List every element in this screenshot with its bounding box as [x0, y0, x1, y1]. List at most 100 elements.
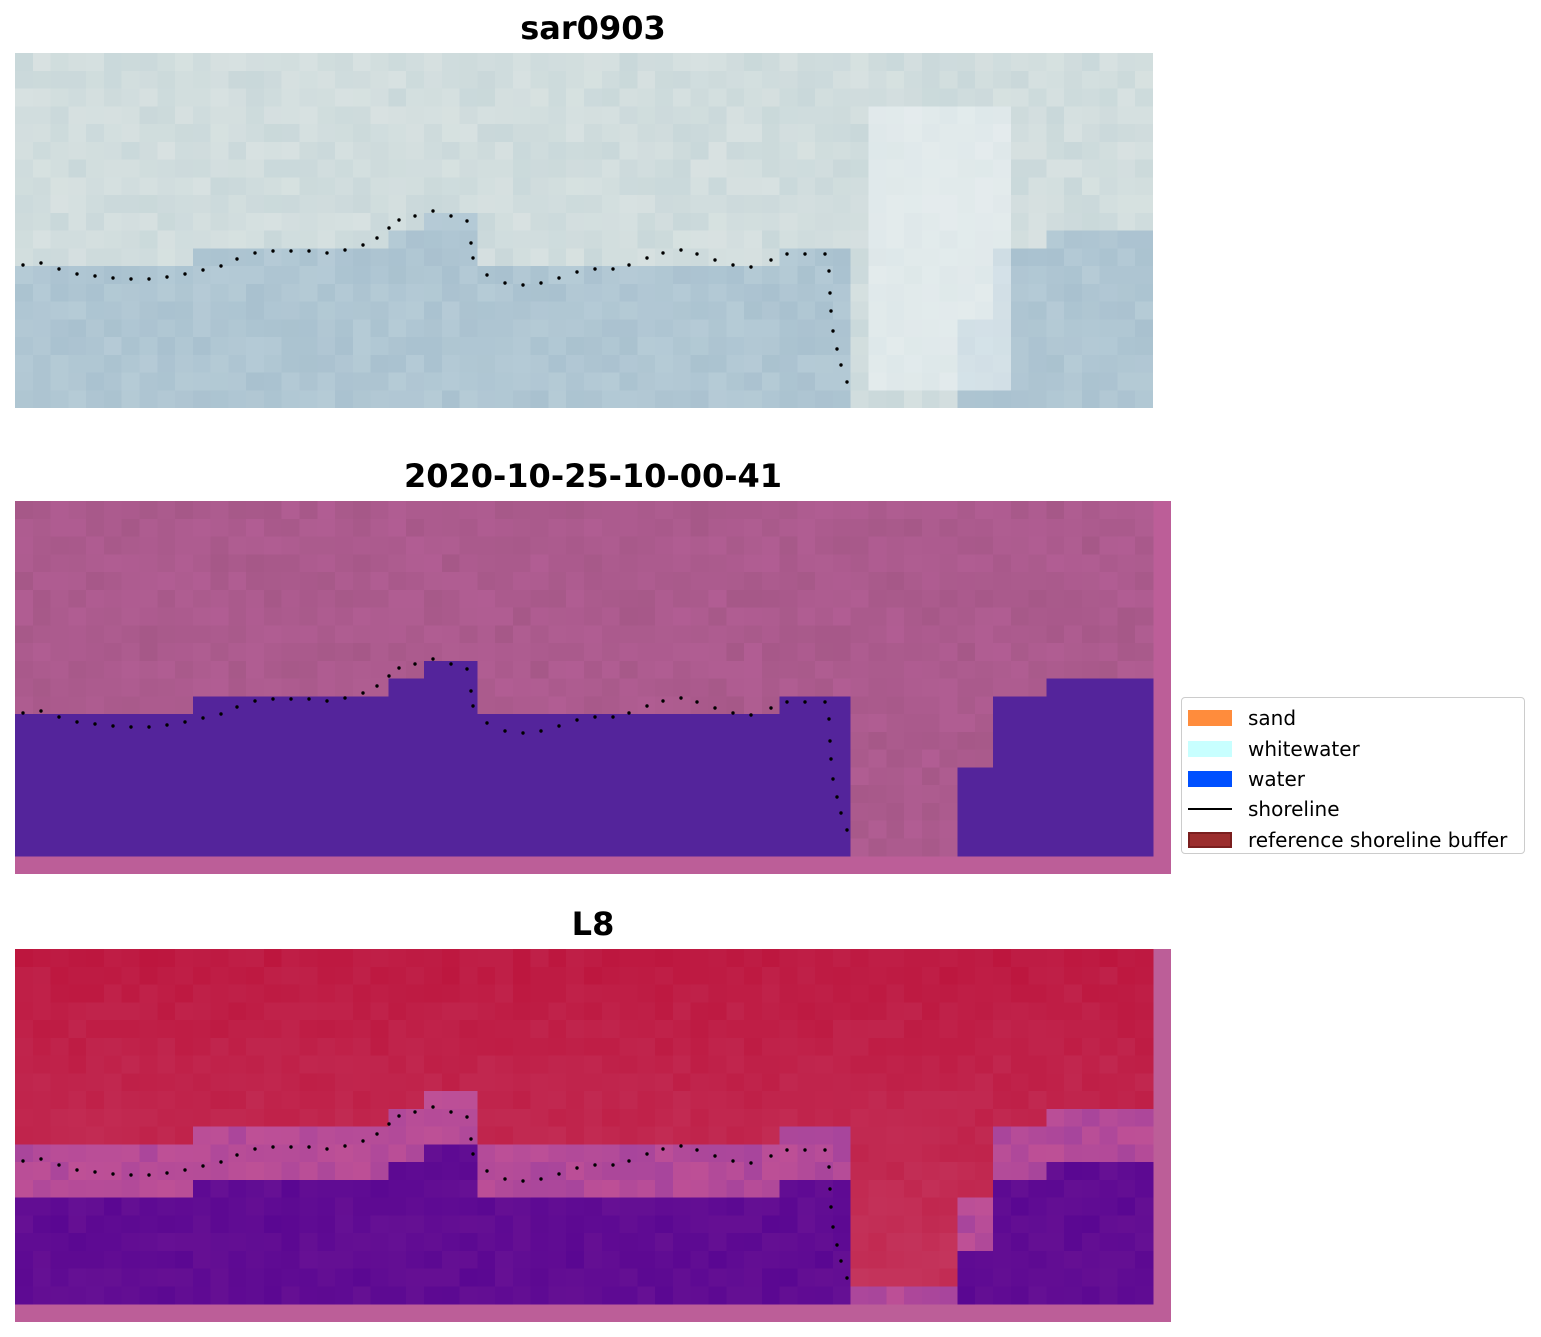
shoreline-point — [503, 1177, 507, 1181]
shoreline-point — [289, 1145, 293, 1149]
shoreline-point — [397, 1114, 401, 1118]
shoreline-point — [129, 1173, 133, 1177]
shoreline-point — [471, 1152, 475, 1156]
shoreline-point — [831, 777, 835, 781]
shoreline-point — [57, 1163, 61, 1167]
shoreline-point — [413, 214, 417, 218]
shoreline-point — [253, 251, 257, 255]
shoreline-point — [749, 713, 753, 717]
shoreline-point — [21, 263, 25, 267]
shoreline-point — [111, 1172, 115, 1176]
index-image — [15, 949, 1171, 1322]
shoreline-point — [828, 1187, 832, 1191]
panel-title-l8: L8 — [571, 905, 615, 943]
shoreline-point — [803, 1148, 807, 1152]
classified-image-panel — [15, 501, 1171, 874]
shoreline-point — [93, 274, 97, 278]
shoreline-point — [829, 1205, 833, 1209]
shoreline-point — [845, 380, 849, 384]
shoreline-point — [713, 706, 717, 710]
shoreline-point — [235, 257, 239, 261]
shoreline-point — [503, 281, 507, 285]
shoreline-point — [465, 219, 469, 223]
shoreline-point — [557, 724, 561, 728]
shoreline-point — [375, 236, 379, 240]
legend-item-sand: sand — [1182, 703, 1524, 733]
shoreline-point — [785, 1148, 789, 1152]
shoreline-point — [829, 309, 833, 313]
shoreline-point — [387, 1122, 391, 1126]
shoreline-point — [575, 270, 579, 274]
shoreline-point — [235, 705, 239, 709]
shoreline-point — [611, 715, 615, 719]
shoreline-point — [397, 666, 401, 670]
shoreline-point — [75, 1168, 79, 1172]
shoreline-point — [823, 700, 827, 704]
shoreline-point — [271, 697, 275, 701]
shoreline-point — [627, 711, 631, 715]
shoreline-point — [521, 731, 525, 735]
shoreline-point — [183, 272, 187, 276]
shoreline-point — [827, 717, 831, 721]
shoreline-point — [503, 729, 507, 733]
shoreline-point — [93, 722, 97, 726]
shoreline-point — [803, 700, 807, 704]
shoreline-point — [845, 1276, 849, 1280]
shoreline-point — [557, 276, 561, 280]
shoreline-point — [839, 1259, 843, 1263]
shoreline-point — [769, 1154, 773, 1158]
shoreline-point — [39, 261, 43, 265]
shoreline-point — [593, 715, 597, 719]
shoreline-point — [828, 739, 832, 743]
shoreline-point — [431, 209, 435, 213]
shoreline-point — [827, 269, 831, 273]
legend-item-water: water — [1182, 764, 1524, 794]
shoreline-point — [201, 716, 205, 720]
shoreline-point — [375, 1132, 379, 1136]
shoreline-point — [557, 1172, 561, 1176]
shoreline-point — [539, 281, 543, 285]
shoreline-point — [731, 711, 735, 715]
shoreline-point — [307, 697, 311, 701]
shoreline-line-icon — [1188, 808, 1232, 811]
shoreline-point — [93, 1170, 97, 1174]
panel-title-sar0903: sar0903 — [520, 9, 666, 47]
shoreline-point — [835, 1243, 839, 1247]
shoreline-point — [465, 1115, 469, 1119]
shoreline-point — [827, 1165, 831, 1169]
shoreline-point — [165, 275, 169, 279]
shoreline-point — [361, 691, 365, 695]
shoreline-point — [431, 1105, 435, 1109]
shoreline-point — [289, 249, 293, 253]
sand-swatch — [1188, 710, 1232, 727]
shoreline-point — [449, 662, 453, 666]
shoreline-point — [147, 1173, 151, 1177]
legend-item-reference-buffer: reference shoreline buffer — [1182, 825, 1524, 855]
shoreline-point — [271, 249, 275, 253]
shoreline-point — [645, 256, 649, 260]
shoreline-point — [271, 1145, 275, 1149]
shoreline-point — [75, 272, 79, 276]
shoreline-point — [39, 1157, 43, 1161]
shoreline-point — [713, 258, 717, 262]
shoreline-point — [253, 1147, 257, 1151]
shoreline-point — [593, 1163, 597, 1167]
shoreline-point — [831, 329, 835, 333]
shoreline-point — [147, 277, 151, 281]
panel-title-date: 2020-10-25-10-00-41 — [403, 457, 783, 495]
shoreline-point — [575, 1166, 579, 1170]
shoreline-point — [679, 1144, 683, 1148]
shoreline-point — [361, 1139, 365, 1143]
legend-item-whitewater: whitewater — [1182, 733, 1524, 763]
shoreline-point — [449, 214, 453, 218]
shoreline-point — [695, 1148, 699, 1152]
shoreline-point — [749, 1161, 753, 1165]
shoreline-point — [325, 699, 329, 703]
shoreline-point — [661, 699, 665, 703]
shoreline-point — [785, 700, 789, 704]
shoreline-point — [829, 757, 833, 761]
shoreline-point — [343, 248, 347, 252]
shoreline-point — [593, 267, 597, 271]
shoreline-point — [219, 264, 223, 268]
shoreline-point — [835, 795, 839, 799]
